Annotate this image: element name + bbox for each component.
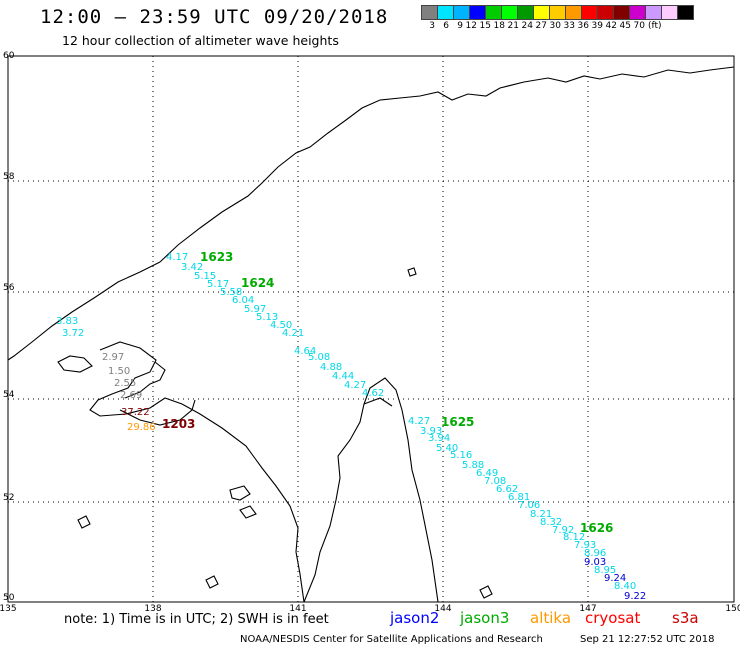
wave-height-label: 3.83 [56,316,78,327]
footer-note: note: 1) Time is in UTC; 2) SWH is in fe… [64,612,329,627]
wave-height-label: 5.08 [308,352,330,363]
wave-height-label: 5.15 [194,271,216,282]
wave-height-label: 2.55 [114,378,136,389]
scale-label: 3 [429,21,435,31]
wave-height-label: 6.04 [232,295,254,306]
wave-height-label: 9.22 [624,591,646,602]
wave-height-label: 5.97 [244,304,266,315]
wave-height-label: 2.69 [120,390,142,401]
wave-height-label: 4.62 [362,388,384,399]
wave-height-label: 6.62 [496,484,518,495]
wave-label-layer: 135 138 141 144 147 1506058565452504.173.425.… [0,51,740,614]
scale-label: 33 [563,21,575,31]
wave-height-label: 5.13 [256,312,278,323]
scale-label: 30 [549,21,561,31]
coastline [7,66,735,603]
wave-height-label: 8.40 [614,581,636,592]
satellite-cryosat: cryosat [585,609,641,627]
credit-line: NOAA/NESDIS Center for Satellite Applica… [240,634,543,645]
lat-tick-label: 60 [3,51,15,61]
wave-height-label: 4.27 [344,380,366,391]
lon-tick-label: 135 [0,604,17,614]
lon-tick-label: 141 [289,604,306,614]
wave-height-label: 5.16 [450,450,472,461]
map-frame [7,55,735,603]
grid-lines [8,56,734,602]
wave-height-label: 3.93 [420,426,442,437]
lat-tick-label: 58 [3,172,15,182]
wave-height-label: 37.22 [121,407,150,418]
wave-height-label: 4.44 [332,371,354,382]
scale-label: 36 [577,21,589,31]
lat-tick-label: 56 [3,283,15,293]
wave-height-label: 29.86 [127,422,156,433]
wave-height-label: 4.27 [408,416,430,427]
track-id-1626: 1626 [580,521,613,535]
wave-height-label: 4.17 [166,252,188,263]
wave-height-label: 8.95 [594,565,616,576]
wave-height-label: 8.21 [530,509,552,520]
wave-height-label: 4.21 [282,328,304,339]
wave-height-label: 7.08 [484,476,506,487]
wave-height-label: 8.96 [584,548,606,559]
wave-height-label: 9.24 [604,573,626,584]
track-id-1625: 1625 [441,415,474,429]
wave-height-label: 1.50 [108,366,130,377]
wave-height-label: 5.40 [436,443,458,454]
wave-height-label: 7.06 [518,500,540,511]
wave-height-label: 5.88 [462,460,484,471]
wave-height-label: 7.93 [574,540,596,551]
scale-label: 42 [605,21,617,31]
wave-height-label: 3.72 [62,328,84,339]
scale-label: 18 [493,21,505,31]
wave-height-label: 3.94 [428,433,450,444]
scale-label: (ft) [648,21,662,31]
wave-height-label: 4.50 [270,320,292,331]
satellite-jason3: jason3 [460,609,510,627]
scale-label: 12 [465,21,477,31]
lon-tick-label: 147 [579,604,596,614]
satellite-s3a: s3a [672,609,699,627]
scale-label: 15 [479,21,491,31]
wave-height-label: 2.97 [102,352,124,363]
wave-height-label: 8.12 [563,532,585,543]
wave-height-label: 8.32 [540,517,562,528]
track-id-1623: 1623 [200,250,233,264]
lon-tick-label: 138 [144,604,161,614]
color-scale-labels: 3 6 9 12 15 18 21 24 27 30 33 36 39 42 45 70 (ft) [421,21,670,31]
wave-height-label: 7.92 [552,525,574,536]
track-id-1203: 1203 [162,417,195,431]
track-id-1624: 1624 [241,276,274,290]
wave-height-label: 5.58 [220,287,242,298]
scale-label: 39 [591,21,603,31]
scale-label: 27 [535,21,547,31]
scale-label: 70 [633,21,645,31]
generation-timestamp: Sep 21 12:27:52 UTC 2018 [580,634,715,645]
scale-swatch [677,5,694,20]
wave-height-label: 4.88 [320,362,342,373]
scale-label: 45 [619,21,631,31]
lon-tick-label: 150 [725,604,740,614]
wave-height-label: 4.64 [294,346,316,357]
scale-label: 6 [443,21,449,31]
lat-tick-label: 54 [3,390,15,400]
map-title: 12:00 – 23:59 UTC 09/20/2018 [40,6,389,28]
lon-tick-label: 144 [434,604,451,614]
lat-tick-label: 50 [3,593,15,603]
lat-tick-label: 52 [3,493,14,503]
scale-label: 24 [521,21,533,31]
scale-label: 21 [507,21,519,31]
wave-height-label: 6.49 [476,468,498,479]
wave-height-label: 5.17 [207,279,229,290]
map-subtitle: 12 hour collection of altimeter wave hei… [62,33,339,48]
wave-height-label: 6.81 [508,492,530,503]
scale-label: 9 [457,21,463,31]
color-scale-bar [421,5,694,20]
satellite-jason2: jason2 [390,609,440,627]
wave-height-label: 9.03 [584,557,606,568]
satellite-altika: altika [530,609,572,627]
wave-height-label: 3.42 [181,262,203,273]
